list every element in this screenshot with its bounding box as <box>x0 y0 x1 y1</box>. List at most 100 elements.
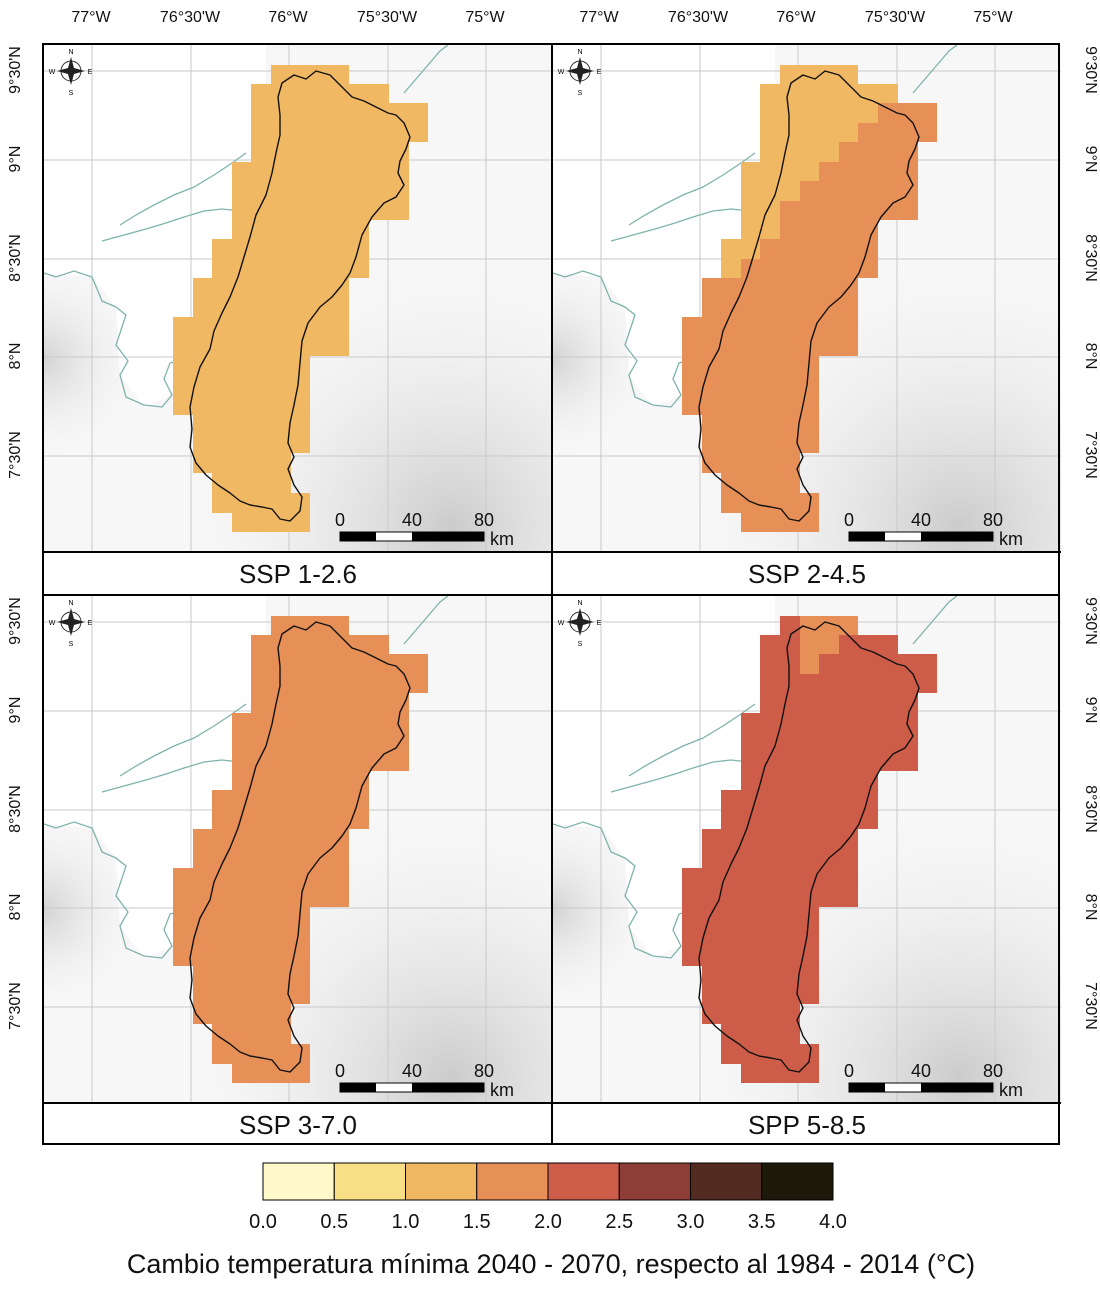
lat-tick-3: 8°N <box>7 894 24 921</box>
grid-cells-north <box>721 65 898 278</box>
lon-tick-75-30w: 75°30'W <box>865 9 926 26</box>
compass-n: N <box>68 600 73 607</box>
legend-swatch-0 <box>262 1162 335 1201</box>
map-area: N S E W <box>44 596 552 1103</box>
scale-label-80: 80 <box>474 1061 494 1081</box>
legend-caption: Cambio temperatura mínima 2040 - 2070, r… <box>127 1249 975 1279</box>
lat-tick-1: 9°N <box>7 697 24 724</box>
scale-unit: km <box>490 529 514 549</box>
longitude-axis-left: 77°W 76°30'W 76°W 75°30'W 75°W <box>71 9 505 26</box>
latitude-axis-right-top: 9°30'N 9°N 8°30'N 8°N 7°30'N <box>1082 46 1099 479</box>
lat-tick-0: 9°30'N <box>7 46 24 94</box>
map-area: N S E W <box>553 45 1061 552</box>
lat-tick-3: 8°N <box>7 343 24 370</box>
lat-tick-4: 7°30'N <box>1082 431 1099 479</box>
compass-w: W <box>558 620 565 627</box>
panel-label: SSP 3-7.0 <box>239 1110 357 1140</box>
compass-e: E <box>597 69 602 76</box>
scale-label-0: 0 <box>844 510 854 530</box>
lat-tick-3: 8°N <box>1082 894 1099 921</box>
lat-tick-0: 9°30'N <box>1082 597 1099 645</box>
scale-label-40: 40 <box>911 1061 931 1081</box>
scale-label-0: 0 <box>335 1061 345 1081</box>
compass-n: N <box>577 49 582 56</box>
lat-tick-4: 7°30'N <box>7 982 24 1030</box>
scale-label-0: 0 <box>335 510 345 530</box>
coastline <box>403 45 449 94</box>
legend-swatch-5 <box>618 1162 691 1201</box>
lat-tick-0: 9°30'N <box>1082 46 1099 94</box>
legend-tick-3: 1.5 <box>463 1211 491 1233</box>
coastline <box>119 152 247 226</box>
lat-tick-4: 7°30'N <box>7 431 24 479</box>
coastline <box>912 596 958 645</box>
latitude-axis-left-top: 9°30'N 9°N 8°30'N 8°N 7°30'N <box>7 46 24 479</box>
latitude-axis-left-bottom: 9°30'N 9°N 8°30'N 8°N 7°30'N <box>7 597 24 1030</box>
coastline <box>403 596 449 645</box>
lon-tick-77w: 77°W <box>71 9 111 26</box>
basin-boundary <box>698 621 920 1073</box>
compass-s: S <box>578 641 583 648</box>
lat-tick-1: 9°N <box>1082 697 1099 724</box>
compass-e: E <box>88 69 93 76</box>
longitude-axis-right: 77°W 76°30'W 76°W 75°30'W 75°W <box>579 9 1013 26</box>
lon-tick-76w: 76°W <box>268 9 308 26</box>
panel-label: SSP 1-2.6 <box>239 559 357 589</box>
legend-tick-0: 0.0 <box>249 1211 277 1233</box>
scale-label-40: 40 <box>911 510 931 530</box>
lat-tick-2: 8°30'N <box>1082 785 1099 833</box>
legend-tick-7: 3.5 <box>748 1211 776 1233</box>
coastline <box>912 45 958 94</box>
panel-label: SPP 5-8.5 <box>748 1110 866 1140</box>
scale-unit: km <box>490 1080 514 1100</box>
compass-e: E <box>88 620 93 627</box>
scale-label-80: 80 <box>474 510 494 530</box>
scale-label-80: 80 <box>983 1061 1003 1081</box>
legend-swatch-2 <box>405 1162 478 1201</box>
basin-boundary <box>189 70 411 522</box>
latitude-axis-right-bottom: 9°30'N 9°N 8°30'N 8°N 7°30'N <box>1082 597 1099 1030</box>
lat-tick-1: 9°N <box>7 146 24 173</box>
color-legend: 0.0 0.5 1.0 1.5 2.0 2.5 3.0 3.5 4.0 <box>249 1162 847 1233</box>
compass-n: N <box>577 600 582 607</box>
lon-tick-75w: 75°W <box>465 9 505 26</box>
basin-boundary <box>189 621 411 1073</box>
legend-swatch-1 <box>333 1162 406 1201</box>
legend-tick-6: 3.0 <box>677 1211 705 1233</box>
scale-unit: km <box>999 1080 1023 1100</box>
legend-swatch-7 <box>761 1162 834 1201</box>
lon-tick-76-30w: 76°30'W <box>668 9 729 26</box>
grid-cells-change <box>173 65 428 532</box>
lat-tick-1: 9°N <box>1082 146 1099 173</box>
compass-rose-icon: N S E W <box>49 49 93 97</box>
legend-swatch-4 <box>547 1162 620 1201</box>
legend-tick-1: 0.5 <box>320 1211 348 1233</box>
lon-tick-75w: 75°W <box>973 9 1013 26</box>
scale-label-40: 40 <box>402 1061 422 1081</box>
legend-tick-4: 2.0 <box>534 1211 562 1233</box>
lat-tick-3: 8°N <box>1082 343 1099 370</box>
lon-tick-77w: 77°W <box>579 9 619 26</box>
lat-tick-2: 8°30'N <box>7 785 24 833</box>
legend-tick-8: 4.0 <box>819 1211 847 1233</box>
scale-label-80: 80 <box>983 510 1003 530</box>
compass-rose-icon: N S E W <box>558 600 602 648</box>
compass-rose-icon: N S E W <box>49 600 93 648</box>
map-area: N S E W <box>553 596 1061 1103</box>
lon-tick-75-30w: 75°30'W <box>357 9 418 26</box>
scale-label-0: 0 <box>844 1061 854 1081</box>
compass-n: N <box>68 49 73 56</box>
lat-tick-4: 7°30'N <box>1082 982 1099 1030</box>
lat-tick-2: 8°30'N <box>1082 234 1099 282</box>
grid-cells-change <box>682 616 937 1083</box>
compass-w: W <box>49 620 56 627</box>
grid-cells-change <box>173 616 428 1083</box>
panel-label: SSP 2-4.5 <box>748 559 866 589</box>
